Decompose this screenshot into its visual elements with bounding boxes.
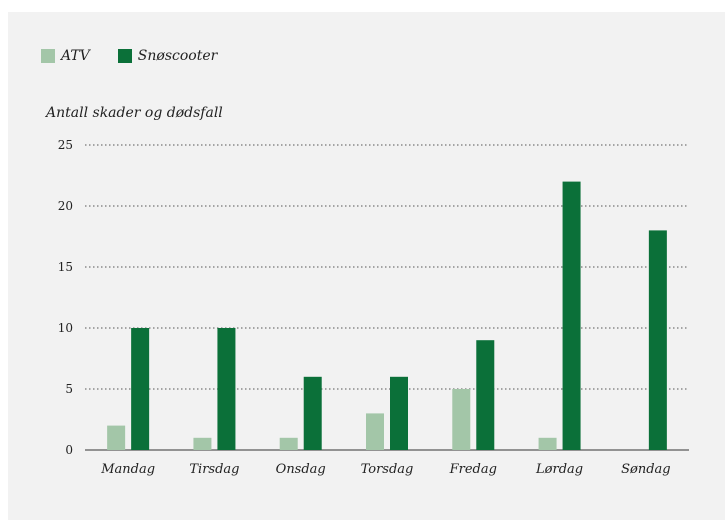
x-tick-label-5: Lørdag <box>535 462 583 477</box>
y-tick-label-5: 5 <box>65 382 73 396</box>
bar-chart: 0 5 10 15 20 25 Mandag Tirsdag Onsdag Torsdag Fred… <box>58 138 689 477</box>
bar-atv-torsdag <box>366 413 384 450</box>
bar-snscooter-mandag <box>131 328 150 450</box>
chart-panel: ATV Snøscooter Antall skader og dødsfall… <box>8 12 725 520</box>
y-tick-label-0: 0 <box>65 443 73 457</box>
y-tick-label-10: 10 <box>58 321 73 335</box>
y-tick-label-25: 25 <box>58 138 73 152</box>
legend-item-snoscooter: Snøscooter <box>117 48 218 64</box>
x-tick-label-4: Fredag <box>449 462 497 477</box>
legend-label-atv: ATV <box>61 48 90 64</box>
legend-item-atv: ATV <box>41 48 90 64</box>
legend-swatch-snoscooter <box>117 49 132 63</box>
bar-atv-lrdag <box>538 437 557 450</box>
bar-snscooter-sndag <box>648 230 667 450</box>
bar-atv-onsdag <box>279 437 298 450</box>
bar-snscooter-torsdag <box>390 376 408 450</box>
x-tick-label-2: Onsdag <box>276 462 326 477</box>
x-tick-label-1: Tirsdag <box>189 462 239 477</box>
legend-label-snoscooter: Snøscooter <box>137 48 218 64</box>
y-tick-label-20: 20 <box>58 199 73 213</box>
x-tick-label-0: Mandag <box>100 462 155 477</box>
legend: ATV Snøscooter <box>41 48 217 64</box>
bar-snscooter-lrdag <box>562 181 581 450</box>
bar-atv-fredag <box>452 389 471 450</box>
bar-atv-mandag <box>107 425 126 450</box>
legend-swatch-atv <box>41 49 55 63</box>
bar-atv-tirsdag <box>193 437 212 450</box>
bar-snscooter-fredag <box>476 340 495 450</box>
bar-snscooter-tirsdag <box>217 328 236 450</box>
x-tick-label-6: Søndag <box>621 462 671 477</box>
y-axis-label: Antall skader og dødsfall <box>46 105 223 121</box>
y-tick-label-15: 15 <box>58 260 73 274</box>
x-tick-label-3: Torsdag <box>361 462 414 477</box>
bar-snscooter-onsdag <box>303 376 322 450</box>
